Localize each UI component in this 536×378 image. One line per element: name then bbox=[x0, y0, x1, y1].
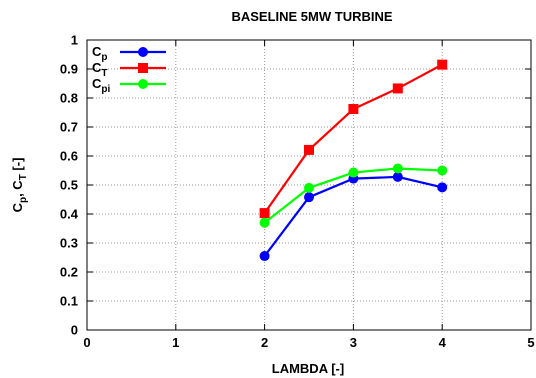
data-point-cp bbox=[304, 192, 314, 203]
y-tick-label: 0.6 bbox=[60, 149, 78, 164]
legend-label-cp: Cp bbox=[92, 44, 108, 63]
y-tick-label: 0.2 bbox=[60, 265, 78, 280]
y-tick-label: 0.4 bbox=[60, 207, 79, 222]
y-axis-label-c1: C bbox=[10, 202, 25, 212]
x-tick-label: 4 bbox=[439, 335, 447, 350]
legend-marker-ct bbox=[138, 63, 148, 73]
x-tick-label: 3 bbox=[350, 335, 357, 350]
x-tick-label: 2 bbox=[261, 335, 268, 350]
x-tick-label: 0 bbox=[83, 335, 90, 350]
series-ct bbox=[259, 59, 448, 219]
data-point-ct bbox=[304, 144, 314, 155]
data-point-cpi bbox=[348, 167, 359, 178]
data-point-cpi bbox=[259, 217, 270, 228]
y-tick-label: 0.7 bbox=[60, 120, 78, 135]
series-layer bbox=[259, 59, 448, 262]
x-tick-label: 1 bbox=[172, 335, 179, 350]
y-tick-label: 0 bbox=[71, 323, 78, 338]
data-point-ct bbox=[392, 83, 403, 94]
y-tick-label: 0.1 bbox=[60, 294, 78, 309]
data-point-cp bbox=[392, 171, 403, 182]
y-tick-label: 0.8 bbox=[60, 91, 78, 106]
data-point-cpi bbox=[304, 182, 314, 193]
legend-label-cpi: Cpi bbox=[92, 76, 110, 95]
data-point-ct bbox=[437, 59, 448, 70]
y-tick-label: 1 bbox=[71, 33, 78, 48]
data-point-cp bbox=[259, 251, 270, 262]
y-axis-label-mid: , C bbox=[10, 180, 25, 197]
data-point-ct bbox=[348, 104, 359, 115]
series-cpi bbox=[259, 163, 448, 228]
y-axis-label-sub2: T bbox=[18, 174, 29, 180]
y-tick-label: 0.5 bbox=[60, 178, 78, 193]
legend-item-ct: CT bbox=[92, 60, 166, 79]
data-point-cpi bbox=[437, 165, 448, 176]
x-tick-label: 5 bbox=[527, 335, 534, 350]
y-axis-label-tail: [-] bbox=[10, 158, 25, 175]
legend-marker-cpi bbox=[138, 79, 148, 89]
data-point-ct bbox=[259, 208, 270, 219]
axis-ticks: 0 1 2 3 4 5 0 0.1 0.2 0.3 0.4 0.5 0.6 0.7 0.8 0.9 1 bbox=[60, 33, 535, 351]
legend-label-ct: CT bbox=[92, 60, 108, 79]
x-axis-label: LAMBDA [-] bbox=[272, 361, 344, 376]
legend-item-cp: Cp bbox=[92, 44, 166, 63]
y-axis-label: Cp, CT [-] bbox=[10, 158, 29, 213]
data-point-cpi bbox=[392, 163, 403, 174]
y-tick-label: 0.3 bbox=[60, 236, 78, 251]
series-cp bbox=[259, 171, 448, 262]
y-tick-label: 0.9 bbox=[60, 62, 78, 77]
legend-item-cpi: Cpi bbox=[92, 76, 166, 95]
y-axis-label-sub1: p bbox=[18, 197, 29, 203]
legend-marker-cp bbox=[138, 47, 148, 57]
chart-title: BASELINE 5MW TURBINE bbox=[231, 9, 392, 24]
data-point-cp bbox=[437, 182, 448, 193]
